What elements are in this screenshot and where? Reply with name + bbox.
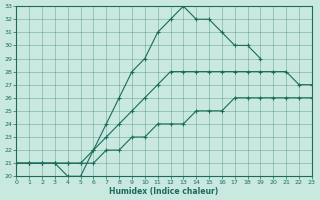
X-axis label: Humidex (Indice chaleur): Humidex (Indice chaleur) xyxy=(109,187,219,196)
